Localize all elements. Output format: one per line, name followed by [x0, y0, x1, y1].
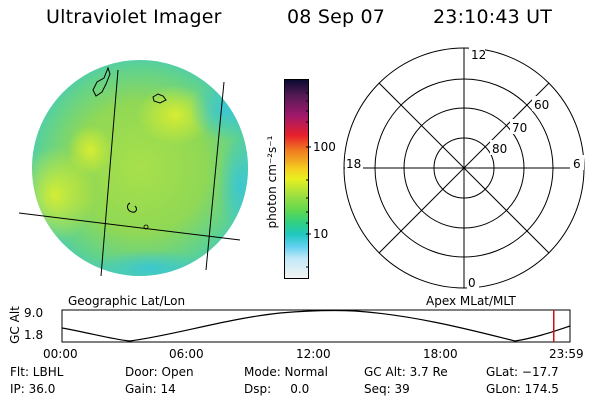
door-info: Door: Open — [125, 365, 194, 379]
glon-info: GLon: 174.5 — [486, 382, 559, 396]
dsp-info: Dsp: 0.0 — [244, 382, 310, 396]
orbit-altitude-plot — [61, 309, 571, 343]
mode-info: Mode: Normal — [244, 365, 328, 379]
imager-title: Ultraviolet Imager — [46, 6, 222, 28]
mlat-label-60: 60 — [534, 98, 549, 112]
coastline — [143, 224, 149, 230]
polar-mlat-mlt-plot: 12 18 6 0 60 70 80 — [343, 46, 585, 290]
colorbar-unit-label: photon cm⁻²s⁻¹ — [265, 135, 279, 229]
mlat-label-70: 70 — [512, 121, 527, 135]
gc-alt-info: GC Alt: 3.7 Re — [364, 365, 448, 379]
filter-info: Flt: LBHL — [10, 365, 64, 379]
x-tick-0000: 00:00 — [43, 347, 78, 361]
gain-info: Gain: 14 — [125, 382, 176, 396]
longitude-line — [205, 81, 225, 271]
coastline — [92, 66, 111, 97]
orbit-plot-frame — [61, 309, 571, 343]
x-tick-1200: 12:00 — [296, 347, 331, 361]
uv-earth-image — [18, 60, 248, 277]
orbit-altitude-curve — [61, 309, 571, 342]
colorbar-tick-100: 100 — [313, 140, 336, 154]
mlt-label-12: 12 — [471, 48, 486, 62]
geographic-caption: Geographic Lat/Lon — [68, 294, 186, 308]
longitude-line — [100, 69, 119, 277]
ip-info: IP: 36.0 — [10, 382, 56, 396]
mlat-label-80: 80 — [492, 142, 507, 156]
apex-caption: Apex MLat/MLT — [426, 294, 516, 308]
color-bar — [284, 79, 309, 279]
x-tick-1800: 18:00 — [423, 347, 458, 361]
color-bar-ticks — [306, 92, 311, 268]
x-tick-2359: 23:59 — [549, 347, 584, 361]
mlt-label-0: 0 — [468, 276, 476, 290]
mlt-label-6: 6 — [573, 157, 581, 171]
glat-info: GLat: −17.7 — [486, 365, 559, 379]
coastline — [152, 93, 167, 104]
colorbar-tick-10: 10 — [313, 227, 329, 241]
seq-info: Seq: 39 — [364, 382, 410, 396]
image-date: 08 Sep 07 — [287, 6, 386, 28]
gc-alt-axis-label: GC Alt — [8, 306, 22, 344]
latitude-line — [18, 212, 241, 241]
mlt-label-18: 18 — [346, 157, 361, 171]
y-min-label: 1.8 — [24, 328, 44, 342]
x-tick-0600: 06:00 — [169, 347, 204, 361]
coastline — [127, 202, 137, 213]
polar-diagonal — [378, 82, 550, 254]
image-time: 23:10:43 UT — [433, 6, 553, 28]
y-max-label: 9.0 — [24, 306, 44, 320]
